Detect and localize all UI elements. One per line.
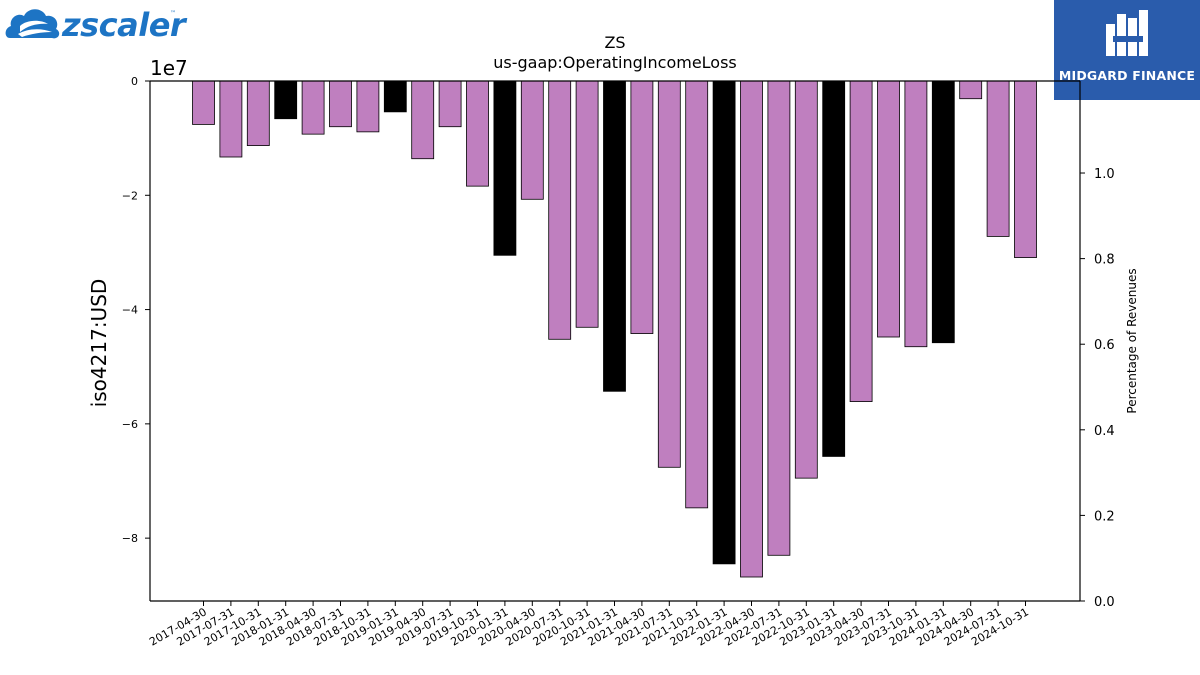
bar-2021-04-30 xyxy=(630,80,654,334)
bar-2018-07-31 xyxy=(329,80,352,128)
zscaler-logo: zscaler ™ xyxy=(4,4,186,46)
bar-2020-07-31 xyxy=(548,80,572,340)
bar-2024-04-30 xyxy=(959,80,983,100)
bar-2023-04-30 xyxy=(849,80,873,402)
bar-2017-07-31 xyxy=(219,80,243,158)
midgard-finance-logo: MIDGARD FINANCE xyxy=(1054,0,1200,100)
bar-2024-07-31 xyxy=(986,80,1010,237)
bar-2018-10-31 xyxy=(356,80,380,133)
bar-2019-07-31 xyxy=(438,80,462,128)
bars-group xyxy=(192,80,1037,578)
y2-tick-label: 0.0 xyxy=(1094,595,1115,610)
zscaler-cloud-icon xyxy=(5,9,60,39)
midgard-monogram-icon xyxy=(1106,10,1148,56)
y-axis-label: iso4217:USD xyxy=(87,279,111,408)
y-tick-label: −4 xyxy=(122,304,138,317)
bar-2022-10-31 xyxy=(794,80,818,479)
y2-tick-label: 0.8 xyxy=(1094,253,1115,268)
x-axis-ticks: 2017-04-302017-07-312017-10-312018-01-31… xyxy=(147,601,1031,649)
bar-2017-10-31 xyxy=(246,80,270,146)
chart-title: ZS xyxy=(604,33,625,52)
bar-2021-01-31 xyxy=(603,80,626,392)
y2-tick-label: 0.2 xyxy=(1094,509,1115,524)
y-tick-label: −2 xyxy=(122,189,138,202)
bar-2024-01-31 xyxy=(931,80,955,344)
y2-tick-label: 1.0 xyxy=(1094,167,1115,182)
zscaler-wordmark: zscaler xyxy=(62,6,186,44)
bar-2020-01-31 xyxy=(493,80,517,256)
bar-2024-10-31 xyxy=(1014,80,1037,258)
bar-2021-10-31 xyxy=(685,80,709,509)
bar-2022-07-31 xyxy=(767,80,791,556)
bar-2017-04-30 xyxy=(192,80,215,125)
y2-axis-ticks: 0.0 0.2 0.4 0.6 0.8 1.0 xyxy=(1080,167,1115,610)
y-axis-ticks: 0 −2 −4 −6 −8 xyxy=(122,75,150,545)
y-tick-label: −8 xyxy=(122,532,138,545)
bar-2022-04-30 xyxy=(740,80,763,578)
midgard-finance-wordmark: MIDGARD FINANCE xyxy=(1058,68,1196,83)
bar-2018-01-31 xyxy=(274,80,298,120)
bar-2023-07-31 xyxy=(877,80,900,338)
bar-2022-01-31 xyxy=(712,80,736,565)
bar-2021-07-31 xyxy=(657,80,681,468)
bar-2023-01-31 xyxy=(822,80,846,457)
trademark-mark: ™ xyxy=(170,10,176,17)
y-tick-label: 0 xyxy=(131,75,138,88)
bar-2018-04-30 xyxy=(301,80,325,135)
bar-2020-04-30 xyxy=(520,80,544,200)
bar-2020-10-31 xyxy=(575,80,599,328)
y-offset-label: 1e7 xyxy=(150,56,188,80)
bar-2023-10-31 xyxy=(904,80,928,348)
y2-tick-label: 0.6 xyxy=(1094,338,1115,353)
bar-2019-04-30 xyxy=(411,80,435,160)
y-tick-label: −6 xyxy=(122,418,138,431)
bar-2019-10-31 xyxy=(466,80,489,187)
bar-2019-01-31 xyxy=(383,80,407,113)
y2-axis-label: Percentage of Revenues xyxy=(1125,268,1139,413)
y2-tick-label: 0.4 xyxy=(1094,424,1115,439)
chart-subtitle: us-gaap:OperatingIncomeLoss xyxy=(493,53,737,72)
